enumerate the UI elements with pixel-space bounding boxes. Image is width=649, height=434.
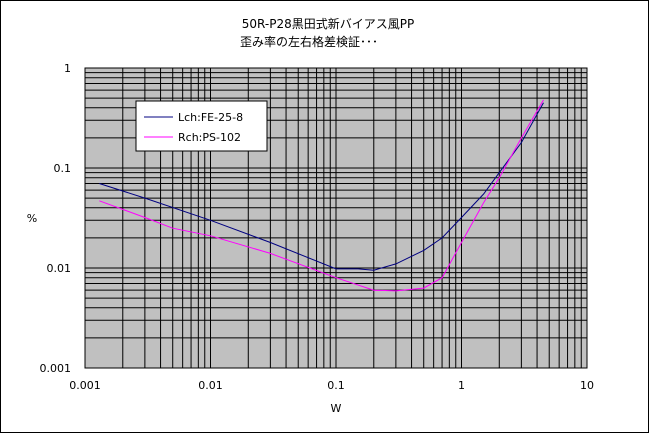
- legend-box: [135, 100, 268, 152]
- tick-labels: 0.001 0.01 0.1 1 10 0.001 0.01 0.1 1: [40, 62, 595, 392]
- series-lines: [99, 99, 544, 292]
- series-line-rch: [99, 99, 544, 292]
- legend-label-rch: Rch:PS-102: [178, 131, 241, 144]
- y-axis-label: %: [27, 212, 37, 225]
- y-tick-label: 0.001: [40, 362, 72, 375]
- series-line-lch: [99, 102, 544, 271]
- y-tick-label: 0.01: [47, 262, 72, 275]
- x-tick-label: 0.001: [69, 379, 101, 392]
- legend: Lch:FE-25-8 Rch:PS-102: [135, 100, 268, 152]
- x-tick-label: 0.1: [327, 379, 345, 392]
- x-tick-label: 1: [458, 379, 465, 392]
- x-tick-label: 0.01: [198, 379, 223, 392]
- y-tick-label: 0.1: [54, 162, 72, 175]
- legend-label-lch: Lch:FE-25-8: [178, 111, 243, 124]
- chart-title-line-1: 50R-P28黒田式新バイアス風PP: [242, 16, 414, 31]
- x-axis-label: W: [331, 402, 342, 415]
- plot-border: [84, 67, 588, 369]
- x-tick-label: 10: [580, 379, 594, 392]
- chart-title-line-2: 歪み率の左右格差検証･･･: [240, 34, 378, 49]
- y-tick-label: 1: [64, 62, 71, 75]
